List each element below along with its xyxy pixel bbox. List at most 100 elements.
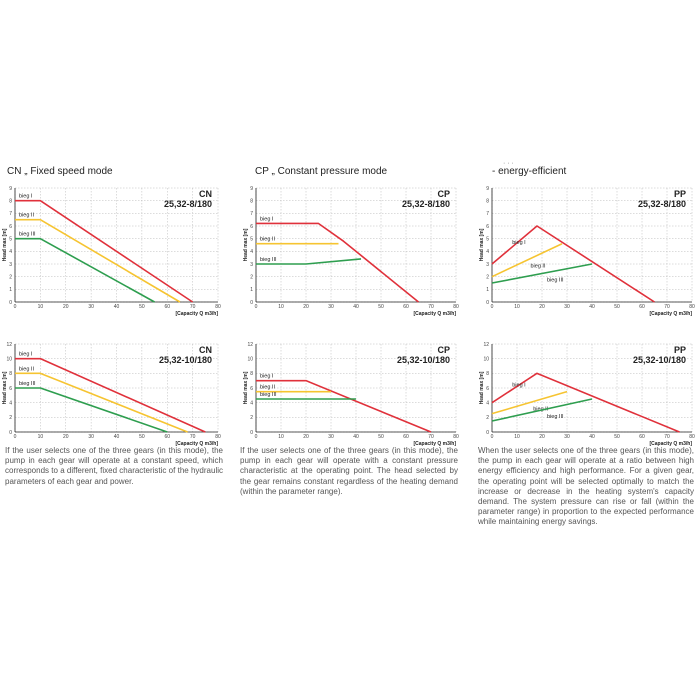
x-axis-label: [Capacity Q m3/h]	[175, 311, 218, 317]
chart-subtitle: 25,32-10/180	[633, 355, 686, 365]
y-tick-label: 8	[250, 198, 253, 204]
chart-title: CP	[437, 345, 450, 355]
series-line-3	[15, 387, 168, 433]
x-tick-label: 80	[453, 304, 459, 310]
x-tick-label: 0	[14, 304, 17, 310]
series-line-2	[491, 390, 568, 415]
y-tick-label: 3	[9, 262, 12, 268]
x-tick-label: 10	[278, 434, 284, 440]
x-tick-label: 30	[564, 304, 570, 310]
x-tick-label: 40	[114, 434, 120, 440]
chart-pp-10-svg: 0 10 20 30 40 50 60 70 80 0 2 4 6 8 10 12 Head max [m] [C…	[479, 342, 695, 447]
series-label-1: bieg I	[19, 352, 33, 358]
x-axis-label: [Capacity Q m3/h]	[649, 311, 692, 317]
x-tick-label: 0	[491, 434, 494, 440]
x-axis-label: [Capacity Q m3/h]	[175, 441, 218, 447]
series-label-2: bieg II	[260, 385, 275, 391]
series-label-1: bieg I	[512, 240, 526, 246]
chart-cp-8-svg: 0 10 20 30 40 50 60 70 80 0 1 2 3 4 5 6 7 8 9 Head max [m] […	[243, 186, 459, 317]
x-tick-label: 10	[278, 304, 284, 310]
x-tick-label: 40	[353, 434, 359, 440]
y-tick-label: 4	[9, 249, 12, 255]
x-axis-label: [Capacity Q m3/h]	[413, 311, 456, 317]
cn-description: If the user selects one of the three gea…	[5, 446, 223, 486]
y-tick-label: 8	[9, 198, 12, 204]
series-line-1	[256, 379, 432, 433]
x-tick-label: 40	[353, 304, 359, 310]
series-label-3: bieg III	[547, 414, 564, 420]
x-tick-label: 30	[564, 434, 570, 440]
y-tick-label: 6	[9, 224, 12, 230]
chart-cp-8: 0 10 20 30 40 50 60 70 80 0 1 2 3 4 5 6 7 8 9 Head max [m] […	[238, 180, 466, 320]
series-label-1: bieg I	[19, 194, 33, 200]
x-axis-label: [Capacity Q m3/h]	[413, 441, 456, 447]
y-tick-label: 0	[9, 430, 12, 436]
y-tick-label: 2	[486, 274, 489, 280]
chart-subtitle: 25,32-10/180	[397, 355, 450, 365]
chart-subtitle: 25,32-8/180	[638, 199, 686, 209]
x-tick-label: 50	[614, 304, 620, 310]
series-label-2: bieg II	[260, 237, 275, 243]
series-label-3: bieg III	[260, 392, 277, 398]
x-tick-label: 80	[215, 434, 221, 440]
y-tick-label: 0	[486, 430, 489, 436]
x-tick-label: 60	[639, 434, 645, 440]
x-tick-label: 10	[514, 304, 520, 310]
series-line-1	[256, 222, 420, 303]
y-tick-label: 0	[250, 300, 253, 306]
x-tick-label: 0	[14, 434, 17, 440]
chart-pp-8-svg: 0 10 20 30 40 50 60 70 80 0 1 2 3 4 5 6 7 8 9 Head max [m] […	[479, 186, 695, 317]
series-label-3: bieg III	[547, 278, 564, 284]
series-line-1	[15, 199, 194, 303]
series-label-1: bieg I	[512, 382, 526, 388]
chart-subtitle: 25,32-8/180	[402, 199, 450, 209]
x-tick-label: 10	[38, 304, 44, 310]
y-tick-label: 12	[247, 342, 253, 348]
x-tick-label: 70	[428, 434, 434, 440]
y-tick-label: 6	[486, 224, 489, 230]
series-line-2	[15, 372, 188, 433]
y-tick-label: 6	[250, 386, 253, 392]
y-tick-label: 9	[486, 186, 489, 192]
x-tick-label: 70	[664, 434, 670, 440]
x-axis-label: [Capacity Q m3/h]	[649, 441, 692, 447]
series-label-2: bieg II	[19, 366, 34, 372]
chart-subtitle: 25,32-10/180	[159, 355, 212, 365]
x-tick-label: 70	[428, 304, 434, 310]
series-line-2	[491, 243, 563, 278]
chart-cn-10-svg: 0 10 20 30 40 50 60 70 80 0 2 4 6 8 10 12 Head max [m] [C…	[2, 342, 221, 447]
series-label-2: bieg II	[19, 213, 34, 219]
x-tick-label: 80	[689, 304, 695, 310]
y-tick-label: 6	[250, 224, 253, 230]
series-line-1	[491, 372, 680, 433]
x-tick-label: 30	[328, 304, 334, 310]
pp-heading: - energy-efficient	[492, 166, 567, 177]
x-tick-label: 50	[378, 304, 384, 310]
chart-cp-10-svg: 0 10 20 30 40 50 60 70 80 0 2 4 6 8 10 12 Head max [m] [C…	[243, 342, 459, 447]
x-tick-label: 50	[614, 434, 620, 440]
y-tick-label: 5	[9, 236, 12, 242]
y-tick-label: 8	[250, 371, 253, 377]
y-tick-label: 2	[9, 415, 12, 421]
y-tick-label: 10	[483, 356, 489, 362]
y-tick-label: 8	[9, 371, 12, 377]
y-tick-label: 1	[250, 287, 253, 293]
y-axis-label: Head max [m]	[2, 371, 8, 404]
chart-cn-8-svg: 0 10 20 30 40 50 60 70 80 0 1 2 3 4 5 6 7 8 9 Head max [m] […	[2, 186, 221, 317]
y-tick-label: 3	[250, 262, 253, 268]
y-tick-label: 8	[486, 371, 489, 377]
y-tick-label: 9	[250, 186, 253, 192]
x-tick-label: 20	[539, 304, 545, 310]
x-tick-label: 70	[190, 304, 196, 310]
y-axis-label: Head max [m]	[479, 228, 485, 261]
x-tick-label: 60	[639, 304, 645, 310]
y-tick-label: 5	[486, 236, 489, 242]
x-tick-label: 20	[63, 304, 69, 310]
series-label-2: bieg II	[531, 264, 546, 270]
y-tick-label: 4	[486, 400, 489, 406]
x-tick-label: 20	[63, 434, 69, 440]
y-tick-label: 6	[486, 386, 489, 392]
y-tick-label: 1	[9, 287, 12, 293]
x-tick-label: 10	[38, 434, 44, 440]
x-tick-label: 0	[255, 434, 258, 440]
